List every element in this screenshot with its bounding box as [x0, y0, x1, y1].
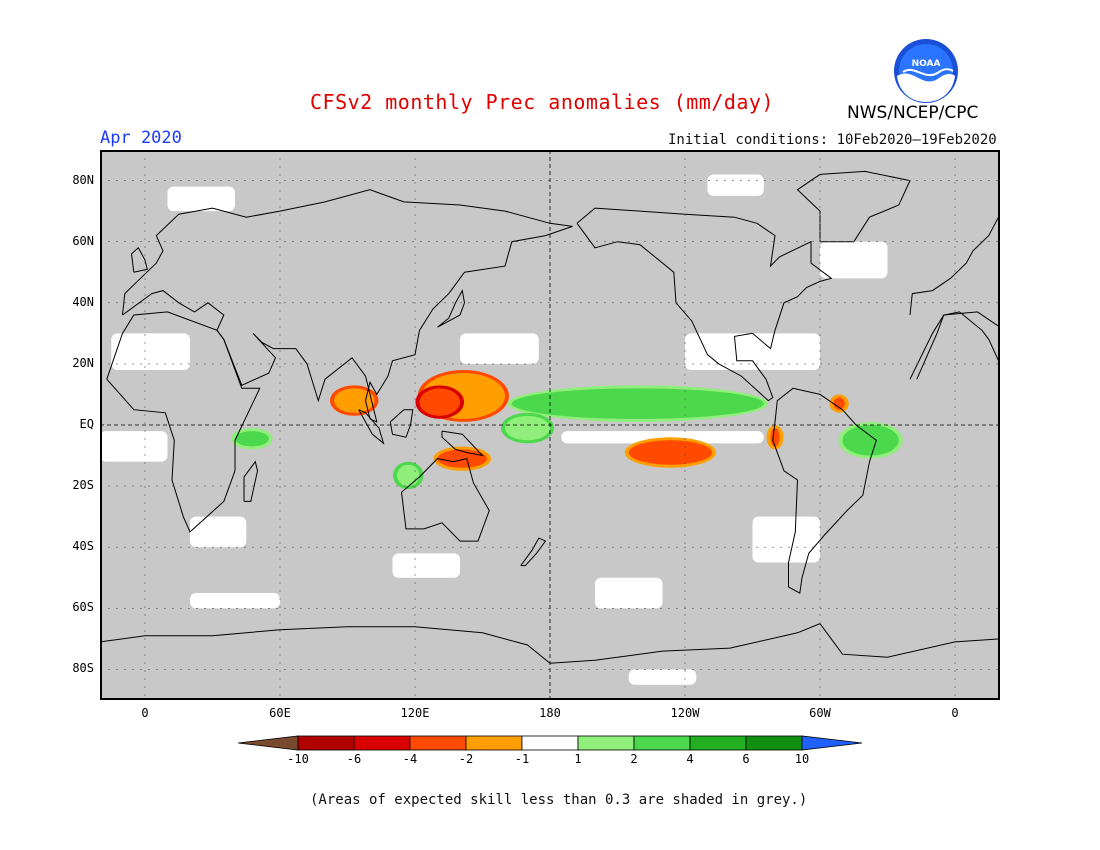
coast-sumatra: [358, 409, 385, 445]
colorbar-box-4: [521, 735, 579, 751]
itcz-wet: [511, 388, 764, 419]
skill-note: (Areas of expected skill less than 0.3 a…: [310, 792, 808, 808]
neutral-area-1: [190, 516, 247, 548]
noaa-logo-icon: NOAA: [894, 39, 958, 103]
map-frame: [100, 150, 1000, 700]
lon-label-4: 120W: [670, 706, 700, 720]
lon-label-2: 120E: [400, 706, 430, 720]
coast-north-america: [576, 207, 833, 402]
lat-label-20S: 20S: [72, 478, 94, 493]
colorbar-arrow-left: [238, 735, 299, 751]
neutral-area-11: [167, 186, 235, 212]
colorbar-label-3: -2: [458, 752, 474, 766]
philippines-dry-core: [419, 388, 460, 416]
neutral-area-12: [392, 553, 460, 578]
neutral-area-10: [707, 174, 764, 196]
coast-south-america: [772, 387, 877, 594]
colorbar-label-4: -1: [514, 752, 530, 766]
neutral-area-3: [685, 333, 820, 370]
coast-africa: [106, 311, 261, 533]
colorbar-label-0: -10: [287, 752, 309, 766]
logo-text: NOAA: [912, 59, 941, 69]
anomaly-layer: [231, 370, 903, 490]
peru-coast-dry: [770, 428, 780, 447]
australia-west-wet: [397, 464, 420, 487]
colorbar-label-7: 4: [686, 752, 694, 766]
coast-europe-copy: [909, 213, 1000, 316]
neutral-area-2: [561, 431, 764, 444]
coast-new-zealand: [520, 537, 547, 567]
caribbean-dry: [833, 397, 845, 410]
colorbar-box-3: [465, 735, 523, 751]
neutral-area-8: [111, 333, 190, 370]
central-pacific-dry: [628, 440, 712, 465]
colorbar-label-6: 2: [630, 752, 638, 766]
lat-label-60S: 60S: [72, 600, 94, 615]
colorbar-label-8: 6: [742, 752, 750, 766]
agency-label: NWS/NCEP/CPC: [847, 103, 979, 123]
coast-new-guinea: [441, 430, 484, 457]
lat-label-80N: 80N: [72, 172, 94, 187]
lon-label-6: 0: [951, 706, 959, 720]
neutral-area-5: [628, 669, 697, 685]
colorbar-box-2: [409, 735, 467, 751]
lat-label-EQ: EQ: [79, 417, 94, 431]
neutral-area-0: [100, 431, 168, 462]
coast-antarctica: [100, 622, 1000, 664]
colorbar-box-0: [297, 735, 355, 751]
brazil-wet: [842, 425, 899, 456]
lat-label-80S: 80S: [72, 661, 94, 676]
colorbar-box-8: [745, 735, 803, 751]
initial-conditions: Initial conditions: 10Feb2020–19Feb2020: [668, 132, 997, 148]
colorbar-box-1: [353, 735, 411, 751]
lat-label-40N: 40N: [72, 294, 94, 309]
equatorial-pacific-wet: [505, 415, 550, 441]
coast-japan: [437, 289, 466, 328]
colorbar: [238, 735, 863, 751]
neutral-area-7: [460, 333, 539, 364]
lon-label-5: 60W: [809, 706, 831, 720]
colorbar-label-1: -6: [346, 752, 362, 766]
lon-label-1: 60E: [269, 706, 291, 720]
lat-label-40S: 40S: [72, 539, 94, 554]
lon-label-0: 0: [141, 706, 149, 720]
colorbar-label-5: 1: [574, 752, 582, 766]
colorbar-label-9: 10: [794, 752, 810, 766]
colorbar-label-2: -4: [402, 752, 418, 766]
africa-east-wet: [235, 431, 269, 447]
map-title: CFSv2 monthly Prec anomalies (mm/day): [310, 90, 775, 114]
coast-greenland: [796, 170, 911, 243]
lat-label-60N: 60N: [72, 233, 94, 248]
coast-africa-west-copy: [916, 311, 1000, 380]
bay-of-bengal-dry: [334, 388, 375, 413]
lon-label-3: 180: [539, 706, 561, 720]
neutral-layer: [100, 174, 888, 685]
lat-label-20N: 20N: [72, 355, 94, 370]
colorbar-arrow-right: [801, 735, 863, 751]
colorbar-box-6: [633, 735, 691, 751]
colorbar-box-5: [577, 735, 635, 751]
colorbar-box-7: [689, 735, 747, 751]
coast-australia: [401, 458, 490, 542]
neutral-area-9: [820, 241, 888, 279]
coast-madagascar: [243, 460, 259, 502]
coast-britain: [130, 247, 148, 273]
coast-eurasia: [122, 189, 573, 423]
coastline-layer: [100, 170, 1000, 664]
forecast-month: Apr 2020: [100, 128, 182, 148]
neutral-area-6: [190, 593, 280, 609]
precip-anomaly-map: [100, 150, 1000, 700]
neutral-area-13: [595, 577, 663, 609]
neutral-area-4: [752, 516, 820, 563]
